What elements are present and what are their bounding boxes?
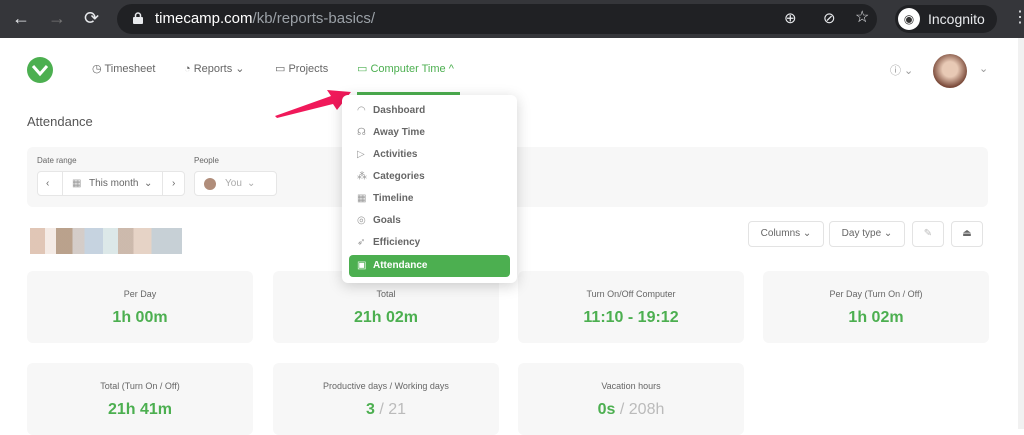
help-icon: ⓘ ⌄ (890, 65, 914, 77)
cursor-icon: ▷ (357, 149, 365, 160)
stat-card: Vacation hours 0s / 208h (518, 363, 744, 435)
export-icon[interactable]: ⏏ (951, 221, 983, 247)
chevron-down-icon: ⌄ (144, 178, 153, 189)
menu-item-efficiency[interactable]: ➶ Efficiency (349, 232, 510, 254)
incognito-badge[interactable]: ◉ Incognito (895, 5, 997, 33)
stat-card: Per Day 1h 00m (27, 271, 253, 343)
date-range-picker[interactable]: ‹ ▦ This month ⌄ › (37, 171, 185, 196)
stat-card: Total 21h 02m (273, 271, 499, 343)
star-icon[interactable]: ☆ (855, 9, 870, 26)
clock-icon: ◷ (92, 63, 105, 75)
zoom-icon[interactable]: ⊕ (784, 10, 797, 27)
page-title: Attendance (27, 114, 93, 129)
briefcase-icon: ▣ (357, 260, 367, 271)
rocket-icon: ➶ (357, 237, 366, 248)
browser-toolbar: ← → ⟳ timecamp.com/kb/reports-basics/ ⊕ … (0, 0, 1024, 38)
reload-icon[interactable]: ⟳ (84, 8, 100, 28)
laptop-icon: ▭ (357, 63, 371, 75)
menu-item-activities[interactable]: ▷ Activities (349, 144, 510, 166)
pointer-arrow (275, 90, 351, 118)
menu-item-timeline[interactable]: ▦ Timeline (349, 188, 510, 210)
date-range-label: Date range (37, 156, 77, 165)
columns-button[interactable]: Columns ⌄ (748, 221, 824, 247)
chevron-down-icon[interactable]: ⌄ (979, 63, 989, 75)
chevron-down-icon: ⌄ (247, 178, 256, 189)
computer-time-dropdown: ◠ Dashboard ☊ Away Time ▷ Activities ⁂ Categ… (342, 95, 517, 283)
scrollbar[interactable] (1018, 38, 1024, 429)
calendar-icon: ▦ (357, 193, 367, 204)
stat-card: Per Day (Turn On / Off) 1h 02m (763, 271, 989, 343)
next-icon[interactable]: › (172, 178, 176, 189)
incognito-icon: ◉ (898, 8, 920, 30)
eye-off-icon[interactable]: ⊘ (823, 10, 836, 27)
chevron-up-icon: ^ (445, 63, 454, 75)
avatar (204, 178, 216, 190)
back-icon[interactable]: ← (12, 8, 30, 28)
active-nav-underline (357, 92, 460, 95)
prev-icon[interactable]: ‹ (46, 178, 50, 189)
menu-icon[interactable]: ⋮ (1012, 9, 1024, 26)
nav-computer-time[interactable]: ▭ Computer Time ^ (357, 63, 454, 75)
nav-reports[interactable]: ◔ Reports ⌄ (184, 63, 245, 75)
away-icon: ☊ (357, 127, 366, 138)
people-select[interactable]: You ⌄ (194, 171, 277, 196)
chevron-down-icon: ⌄ (232, 63, 245, 75)
gauge-icon: ◠ (357, 105, 366, 116)
nav-timesheet[interactable]: ◷ Timesheet (92, 63, 156, 75)
calendar-icon: ▦ (72, 178, 82, 189)
forward-icon[interactable]: → (48, 8, 66, 28)
chart-icon: ◔ (184, 63, 194, 75)
blurred-user-name (30, 228, 182, 254)
url-text: timecamp.com/kb/reports-basics/ (155, 10, 376, 27)
day-type-button[interactable]: Day type ⌄ (829, 221, 905, 247)
address-bar[interactable]: timecamp.com/kb/reports-basics/ ⊕ ⊘ ☆ (117, 4, 877, 34)
menu-item-away-time[interactable]: ☊ Away Time (349, 122, 510, 144)
menu-item-goals[interactable]: ◎ Goals (349, 210, 510, 232)
nav-projects[interactable]: ▭ Projects (275, 63, 329, 75)
stat-card: Turn On/Off Computer 11:10 - 19:12 (518, 271, 744, 343)
menu-item-attendance[interactable]: ▣ Attendance (349, 255, 510, 277)
menu-item-categories[interactable]: ⁂ Categories (349, 166, 510, 188)
date-range-value[interactable]: This month (89, 178, 139, 189)
hierarchy-icon: ⁂ (357, 171, 367, 182)
stat-card: Productive days / Working days 3 / 21 (273, 363, 499, 435)
lock-icon (133, 12, 143, 24)
help-menu[interactable]: ⓘ ⌄ (890, 62, 913, 78)
stat-card: Total (Turn On / Off) 21h 41m (27, 363, 253, 435)
avatar[interactable] (933, 54, 967, 88)
target-icon: ◎ (357, 215, 366, 226)
folder-icon: ▭ (275, 63, 289, 75)
edit-icon[interactable]: ✎ (912, 221, 944, 247)
timecamp-logo[interactable] (27, 57, 53, 83)
people-label: People (194, 156, 219, 165)
menu-item-dashboard[interactable]: ◠ Dashboard (349, 100, 510, 122)
